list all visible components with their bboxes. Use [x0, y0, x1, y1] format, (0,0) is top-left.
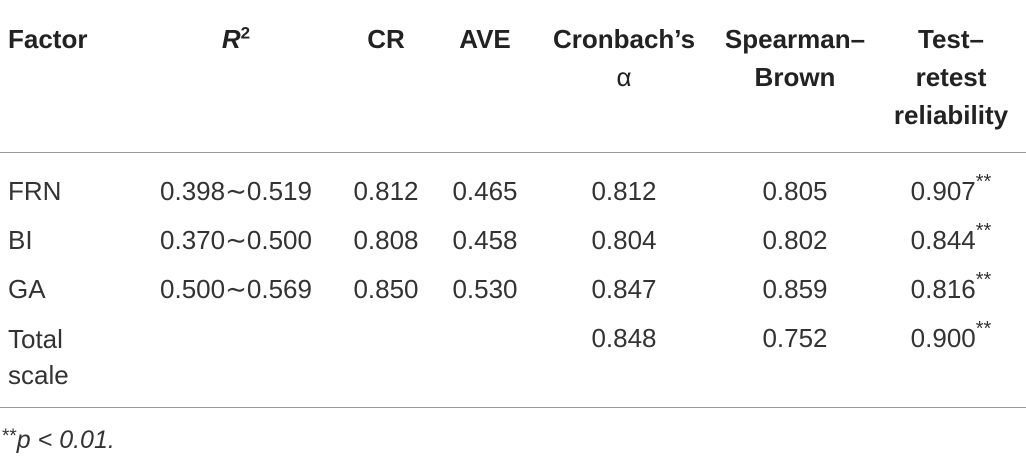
- table-row: BI 0.370∼0.500 0.808 0.458 0.804 0.802 0…: [0, 216, 1026, 265]
- header-spearman-line2: Brown: [754, 62, 836, 92]
- header-spearman-line1: Spearman–: [724, 24, 866, 54]
- cell-cronbach: 0.847: [591, 274, 657, 304]
- header-spearman: Spearman– Brown: [714, 0, 876, 153]
- table-row: GA 0.500∼0.569 0.850 0.530 0.847 0.859 0…: [0, 265, 1026, 314]
- cell-cronbach: 0.812: [591, 176, 657, 206]
- cell-factor: GA: [8, 274, 46, 304]
- header-testretest: Test– retest reliability: [876, 0, 1026, 153]
- cell-testretest: 0.816**: [876, 265, 1026, 314]
- cell-ave: [436, 314, 534, 408]
- reliability-table-container: Factor R2 CR AVE Cronbach’s α Spearman–: [0, 0, 1026, 408]
- cell-r2: [136, 314, 336, 408]
- cell-cronbach: 0.804: [591, 225, 657, 255]
- cell-testretest: 0.900**: [876, 314, 1026, 408]
- header-testretest-line1: Test–: [918, 24, 984, 54]
- cell-testretest-value: 0.816: [910, 274, 976, 304]
- table-row: FRN 0.398∼0.519 0.812 0.465 0.812 0.805 …: [0, 153, 1026, 217]
- table-footnote: **p < 0.01.: [2, 426, 115, 455]
- cell-cr: 0.808: [353, 225, 419, 255]
- header-r2-superscript: 2: [240, 23, 251, 43]
- cell-spearman: 0.805: [762, 176, 828, 206]
- significance-mark: **: [975, 171, 992, 193]
- header-ave-label: AVE: [459, 24, 511, 54]
- cell-cr: [336, 314, 436, 408]
- header-factor: Factor: [0, 0, 136, 153]
- header-cr-label: CR: [367, 24, 405, 54]
- cell-cr: 0.850: [353, 274, 419, 304]
- cell-testretest: 0.844**: [876, 216, 1026, 265]
- significance-mark: **: [975, 269, 992, 291]
- header-cronbach-line1: Cronbach’s: [552, 24, 696, 54]
- cell-r2: 0.500∼0.569: [160, 274, 312, 304]
- significance-mark: **: [975, 318, 992, 340]
- cell-testretest: 0.907**: [876, 153, 1026, 217]
- cell-factor: Total scale: [0, 314, 136, 408]
- cell-r2: 0.370∼0.500: [160, 225, 312, 255]
- cell-factor-line2: scale: [8, 360, 69, 390]
- cell-ave: 0.465: [452, 176, 518, 206]
- cell-testretest-value: 0.900: [910, 323, 976, 353]
- cell-testretest-value: 0.907: [910, 176, 976, 206]
- cell-factor-line1: Total: [8, 324, 63, 354]
- cell-factor: FRN: [8, 176, 62, 206]
- header-cronbach: Cronbach’s α: [534, 0, 714, 153]
- header-cr: CR: [336, 0, 436, 153]
- header-r2-letter: R: [221, 24, 241, 54]
- header-testretest-line3: reliability: [893, 100, 1009, 130]
- significance-mark: **: [975, 220, 992, 242]
- cell-cr: 0.812: [353, 176, 419, 206]
- cell-spearman: 0.859: [762, 274, 828, 304]
- cell-spearman: 0.802: [762, 225, 828, 255]
- reliability-table: Factor R2 CR AVE Cronbach’s α Spearman–: [0, 0, 1026, 408]
- cell-ave: 0.458: [452, 225, 518, 255]
- header-testretest-line2: retest: [915, 62, 987, 92]
- cell-factor: BI: [8, 225, 33, 255]
- footnote-mark: **: [2, 426, 17, 447]
- cell-r2: 0.398∼0.519: [160, 176, 312, 206]
- cell-cronbach: 0.848: [591, 323, 657, 353]
- footnote-text: p < 0.01.: [16, 426, 115, 454]
- header-r2: R2: [136, 0, 336, 153]
- table-row: Total scale 0.848 0.752 0.900**: [0, 314, 1026, 408]
- cell-testretest-value: 0.844: [910, 225, 976, 255]
- header-ave: AVE: [436, 0, 534, 153]
- header-cronbach-line2: α: [616, 62, 632, 92]
- header-factor-label: Factor: [8, 24, 88, 54]
- cell-ave: 0.530: [452, 274, 518, 304]
- cell-spearman: 0.752: [762, 323, 828, 353]
- table-header-row: Factor R2 CR AVE Cronbach’s α Spearman–: [0, 0, 1026, 153]
